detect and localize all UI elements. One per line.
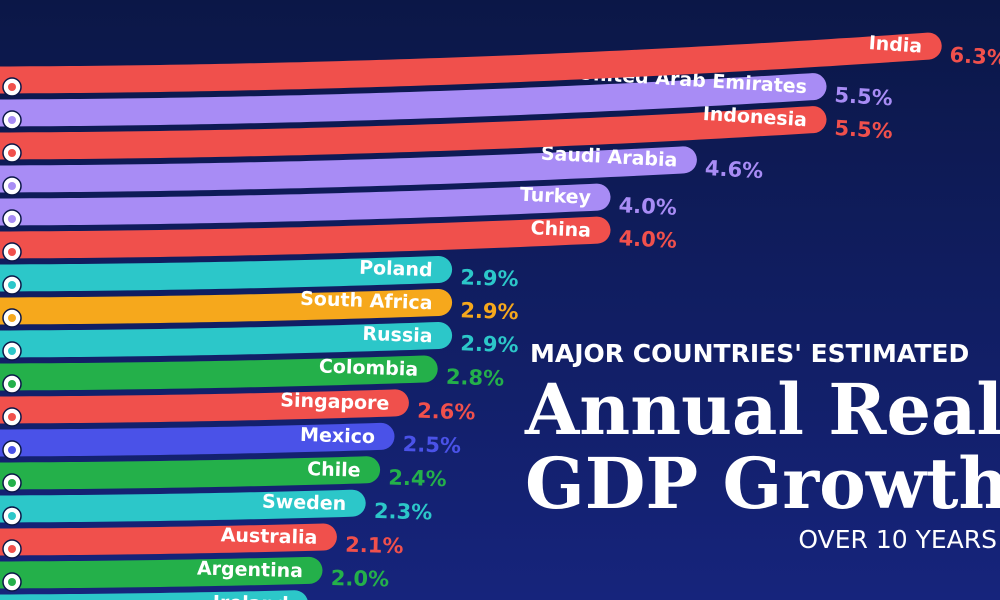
flag-dot [8, 83, 16, 91]
value-label: 5.5% [834, 116, 894, 144]
category-label: Mexico [300, 424, 376, 448]
flag-dot [8, 479, 16, 487]
category-label: Sweden [262, 491, 347, 515]
bar [0, 355, 438, 391]
flag-dot [8, 347, 16, 355]
bar [0, 183, 611, 226]
value-label: 4.0% [618, 193, 677, 220]
bar [0, 322, 453, 358]
bar [0, 216, 611, 259]
category-label: Ireland [213, 592, 289, 600]
title-line: Annual Real [524, 368, 1000, 451]
title-line: GDP Growth [525, 442, 1000, 525]
value-label: 2.8% [446, 365, 505, 391]
value-label: 4.6% [704, 156, 763, 183]
supertitle: MAJOR COUNTRIES' ESTIMATED [530, 339, 969, 368]
value-label: 2.0% [331, 566, 390, 591]
category-label: Poland [359, 257, 433, 282]
value-label: 2.9% [460, 331, 519, 357]
flag-dot [8, 380, 16, 388]
bar [0, 456, 381, 490]
bar [0, 556, 323, 589]
value-label: 2.3% [374, 499, 433, 525]
value-label: 2.4% [388, 465, 447, 491]
category-label: Singapore [280, 389, 390, 414]
flag-dot [8, 314, 16, 322]
flag-dot [8, 248, 16, 256]
value-label: 2.1% [345, 533, 404, 559]
bar [0, 106, 827, 160]
bar [0, 73, 827, 127]
value-label: 2.6% [417, 399, 476, 425]
value-label: 5.5% [834, 83, 894, 111]
flag-dot [8, 545, 16, 553]
value-label: 4.0% [618, 226, 677, 253]
category-label: Argentina [197, 558, 304, 583]
category-label: South Africa [300, 288, 433, 315]
flag-dot [8, 215, 16, 223]
value-label: 2.5% [402, 432, 461, 458]
flag-dot [8, 182, 16, 190]
flag-dot [8, 116, 16, 124]
category-label: Colombia [319, 355, 419, 380]
value-label: 6.3% [949, 43, 1000, 71]
category-label: Chile [307, 458, 361, 482]
flag-dot [8, 446, 16, 454]
value-label: 2.9% [460, 298, 519, 324]
category-label: Turkey [519, 184, 592, 209]
bar [0, 146, 697, 193]
category-label: India [868, 32, 923, 58]
subtitle: OVER 10 YEARS [798, 525, 997, 554]
flag-dot [8, 578, 16, 586]
value-label: 2.9% [460, 265, 519, 291]
bar [0, 389, 409, 424]
bar [0, 489, 366, 523]
category-label: Russia [362, 323, 433, 347]
category-label: Australia [220, 524, 317, 549]
bar [0, 289, 453, 325]
category-label: China [530, 217, 591, 242]
bar [0, 422, 395, 457]
bars: Ireland1.9%Argentina2.0%Australia2.1%Swe… [0, 32, 1000, 600]
flag-dot [8, 512, 16, 520]
flag-dot [8, 413, 16, 421]
bar [0, 523, 337, 556]
flag-dot [8, 149, 16, 157]
flag-dot [8, 281, 16, 289]
bar [0, 32, 942, 94]
bar [0, 256, 453, 292]
